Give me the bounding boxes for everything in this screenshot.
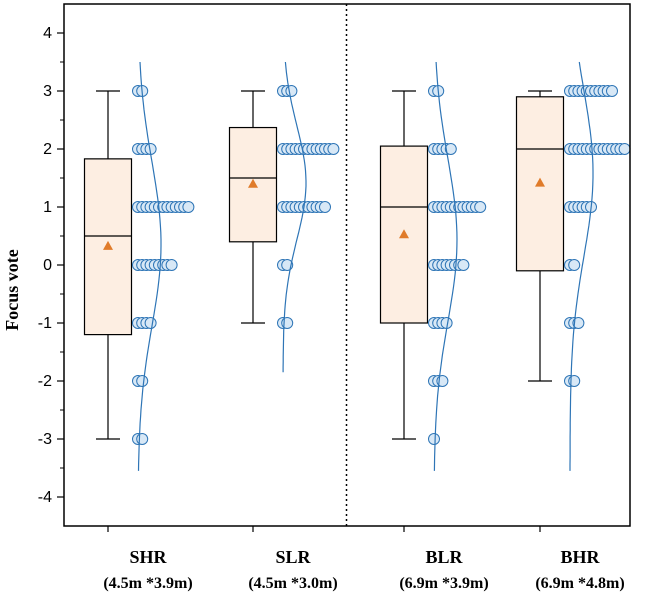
x-category-sublabel: (4.5m *3.9m) bbox=[103, 575, 192, 592]
x-category-label: SLR bbox=[275, 547, 311, 567]
data-point bbox=[618, 143, 631, 155]
box-group bbox=[515, 90, 565, 382]
data-point bbox=[457, 259, 470, 271]
mean-marker bbox=[248, 178, 258, 188]
y-tick-label: -3 bbox=[38, 431, 52, 448]
y-tick-label: 0 bbox=[43, 257, 52, 274]
y-tick-label: -2 bbox=[38, 373, 52, 390]
x-category-sublabel: (6.9m *3.9m) bbox=[399, 575, 488, 592]
distribution-curve bbox=[282, 61, 307, 373]
data-point bbox=[474, 201, 487, 213]
y-tick-label: -4 bbox=[38, 489, 52, 506]
data-point bbox=[444, 143, 457, 155]
data-point bbox=[428, 433, 440, 445]
y-tick-label: 4 bbox=[43, 25, 52, 42]
x-category-label: BLR bbox=[425, 547, 463, 567]
x-category-label: BHR bbox=[560, 547, 600, 567]
box-group bbox=[228, 90, 278, 324]
point-group bbox=[132, 61, 195, 471]
mean-marker bbox=[535, 177, 545, 187]
data-point bbox=[327, 143, 340, 155]
x-category-sublabel: (6.9m *4.8m) bbox=[535, 575, 624, 592]
distribution-curve bbox=[569, 61, 594, 471]
y-tick-label: 2 bbox=[43, 141, 52, 158]
y-tick-label: 1 bbox=[43, 199, 52, 216]
data-point bbox=[144, 317, 157, 329]
x-category-sublabel: (4.5m *3.0m) bbox=[248, 575, 337, 592]
data-point bbox=[136, 375, 149, 387]
data-point bbox=[568, 259, 581, 271]
mean-marker bbox=[103, 240, 113, 250]
data-point bbox=[572, 317, 585, 329]
box-group bbox=[379, 90, 429, 440]
point-group bbox=[564, 61, 631, 471]
x-category-label: SHR bbox=[129, 547, 167, 567]
y-tick-label: -1 bbox=[38, 315, 52, 332]
mean-marker bbox=[399, 229, 409, 239]
point-group bbox=[277, 61, 340, 373]
point-group bbox=[428, 61, 487, 471]
distribution-curve bbox=[137, 61, 162, 471]
data-point bbox=[165, 259, 178, 271]
data-point bbox=[182, 201, 195, 213]
distribution-curve bbox=[433, 61, 458, 471]
data-point bbox=[285, 85, 298, 97]
y-tick-label: 3 bbox=[43, 83, 52, 100]
y-axis-title: Focus vote bbox=[2, 249, 22, 330]
data-point bbox=[319, 201, 331, 213]
data-point bbox=[606, 85, 618, 97]
box-group bbox=[83, 90, 133, 440]
data-point bbox=[136, 433, 149, 445]
